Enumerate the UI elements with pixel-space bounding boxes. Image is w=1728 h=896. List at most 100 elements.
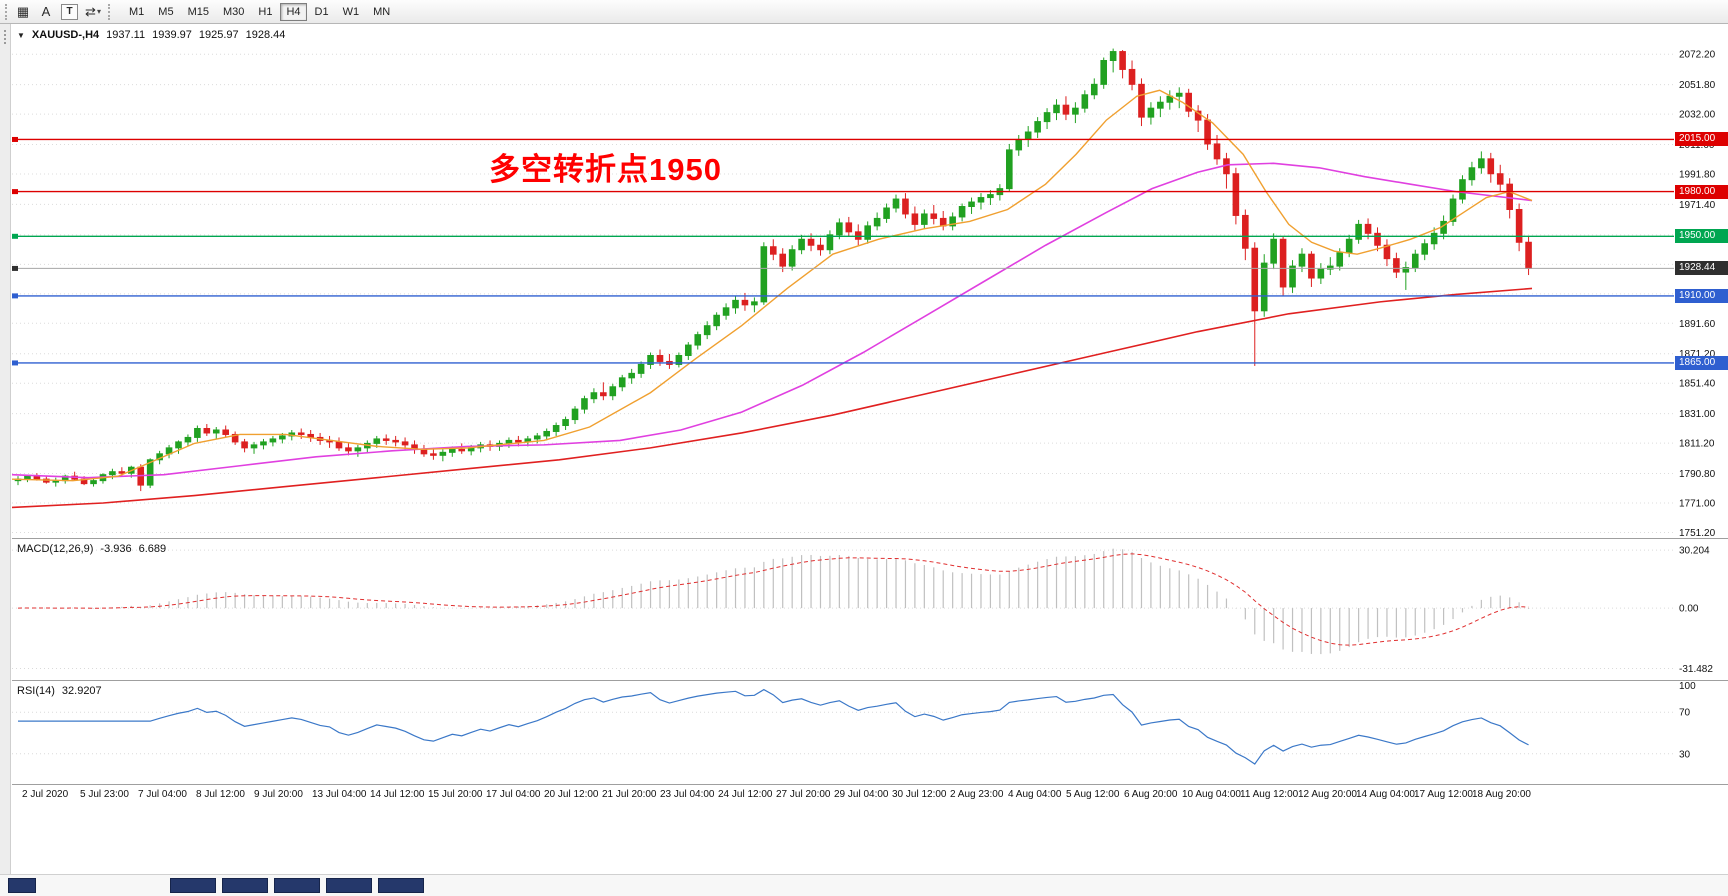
candle-body <box>1326 265 1334 270</box>
time-label: 2 Aug 23:00 <box>950 789 1004 800</box>
candle-body <box>968 201 975 208</box>
timeframe-button-w1[interactable]: W1 <box>342 5 360 18</box>
timeframe-button-m5[interactable]: M5 <box>158 5 174 18</box>
ohlc-close: 1928.44 <box>245 29 286 41</box>
candle-body <box>1015 138 1023 151</box>
chart-window-tab[interactable] <box>378 878 424 893</box>
candle-body <box>1109 51 1117 62</box>
candle-body <box>600 392 607 397</box>
macd-chart: 30.204 0.00 -31.482 <box>12 546 1713 675</box>
candle-body <box>533 435 541 440</box>
timeframe-button-mn[interactable]: MN <box>373 5 391 18</box>
ohlc-low: 1925.97 <box>198 29 239 41</box>
candle-body <box>1081 94 1089 109</box>
candle-body <box>1213 143 1221 160</box>
tick-grid-icon[interactable]: ▦ <box>16 3 30 19</box>
candle-body <box>987 194 994 199</box>
chart-window-tab[interactable] <box>170 878 216 893</box>
timeframe-button-m30[interactable]: M30 <box>222 5 245 18</box>
time-label: 17 Aug 12:00 <box>1414 789 1473 800</box>
candle-body <box>203 427 211 434</box>
candle-body <box>90 480 97 485</box>
timeframe-button-m15[interactable]: M15 <box>187 5 209 18</box>
bottom-tab-bar <box>0 874 1728 896</box>
candle-body <box>845 222 853 233</box>
chart-window-tab[interactable] <box>222 878 268 893</box>
price-chart-panel[interactable]: 2072.202051.802032.002011.601991.801971.… <box>12 24 1728 538</box>
candle-body <box>628 372 635 379</box>
candle-body <box>1402 267 1410 273</box>
candle-body <box>760 246 768 303</box>
time-axis: 2 Jul 2020 5 Jul 23:00 7 Jul 04:00 8 Jul 12… <box>12 784 1728 806</box>
cursor-mode-icon[interactable]: ⇄ ▾ <box>85 3 101 19</box>
candle-body <box>713 314 720 327</box>
time-label: 2 Jul 2020 <box>22 789 69 800</box>
ma-fast-line <box>12 89 1533 482</box>
dropdown-caret-icon: ▾ <box>96 7 101 16</box>
level-left-marker <box>12 360 18 366</box>
level-left-marker <box>12 293 18 299</box>
candle-body <box>949 216 956 227</box>
price-axis-label: 2072.20 <box>1679 50 1716 61</box>
toolbar-tools: ▦ A T ⇄ ▾ <box>13 2 103 22</box>
toolbar-grip[interactable] <box>5 3 8 20</box>
time-label: 29 Jul 04:00 <box>834 789 889 800</box>
candle-body <box>1430 232 1438 245</box>
candle-body <box>902 198 909 215</box>
candle-body <box>703 325 711 336</box>
candle-body <box>1421 243 1429 255</box>
candle-body <box>1185 92 1192 112</box>
candle-body <box>656 354 664 362</box>
chart-symbol-timeframe: XAUUSD-,H4 <box>31 29 100 41</box>
rsi-line <box>18 688 1529 765</box>
candle-body <box>1383 244 1391 260</box>
candle-body <box>1374 232 1381 246</box>
timeframe-toolbar: M1 M5 M15 M30 H1 H4 D1 W1 MN <box>122 2 397 21</box>
macd-name: MACD(12,26,9) <box>17 543 94 555</box>
candle-body <box>1043 112 1051 123</box>
price-badge-2015.00: 2015.00 <box>1675 132 1728 147</box>
price-axis-label: 2032.00 <box>1679 110 1716 121</box>
left-scroll-strip[interactable] <box>0 24 11 896</box>
time-label: 5 Aug 12:00 <box>1066 789 1120 800</box>
candle-body <box>618 377 626 388</box>
macd-panel[interactable]: 30.204 0.00 -31.482 MACD(12,26,9) -3.936 6… <box>12 538 1728 680</box>
rsi-label: RSI(14) 32.9207 <box>17 685 102 697</box>
candle-body <box>854 231 862 240</box>
candle-body <box>1119 51 1126 70</box>
time-label: 7 Jul 04:00 <box>138 789 187 800</box>
candle-body <box>439 451 447 456</box>
candle-body <box>1496 173 1504 185</box>
left-strip-handle[interactable] <box>4 30 6 44</box>
candle-body <box>930 213 938 219</box>
chart-window-tab[interactable] <box>8 878 36 893</box>
rsi-panel[interactable]: 100 70 30 RSI(14) 32.9207 <box>12 680 1728 784</box>
text-annotation-icon[interactable]: A <box>41 4 51 19</box>
price-axis-label: 1811.20 <box>1679 439 1715 450</box>
candle-body <box>212 429 220 434</box>
candle-body <box>505 439 513 444</box>
candle-body <box>788 249 796 267</box>
price-badge-1928.44: 1928.44 <box>1675 261 1728 276</box>
timeframe-button-h1[interactable]: H1 <box>258 5 273 18</box>
chart-window-tab[interactable] <box>326 878 372 893</box>
candle-body <box>109 471 116 476</box>
chart-window-tab[interactable] <box>274 878 320 893</box>
time-label: 17 Jul 04:00 <box>486 789 541 800</box>
toolbar-grip[interactable] <box>108 3 111 20</box>
candle-body <box>1072 107 1079 115</box>
price-axis-label: 1831.00 <box>1679 409 1716 420</box>
timeframe-button-m1[interactable]: M1 <box>129 5 145 18</box>
timeframe-button-h4[interactable]: H4 <box>280 2 307 21</box>
symbol-dropdown-icon[interactable]: ▼ <box>17 31 25 40</box>
candle-body <box>921 213 928 225</box>
timeframe-button-d1[interactable]: D1 <box>314 5 329 18</box>
candle-body <box>637 363 645 374</box>
candle-body <box>1204 119 1211 145</box>
candle-body <box>392 439 399 443</box>
candle-body <box>1090 83 1098 96</box>
price-badge-1980.00: 1980.00 <box>1675 184 1728 199</box>
text-frame-icon[interactable]: T <box>61 3 78 20</box>
candle-body <box>1308 253 1315 279</box>
